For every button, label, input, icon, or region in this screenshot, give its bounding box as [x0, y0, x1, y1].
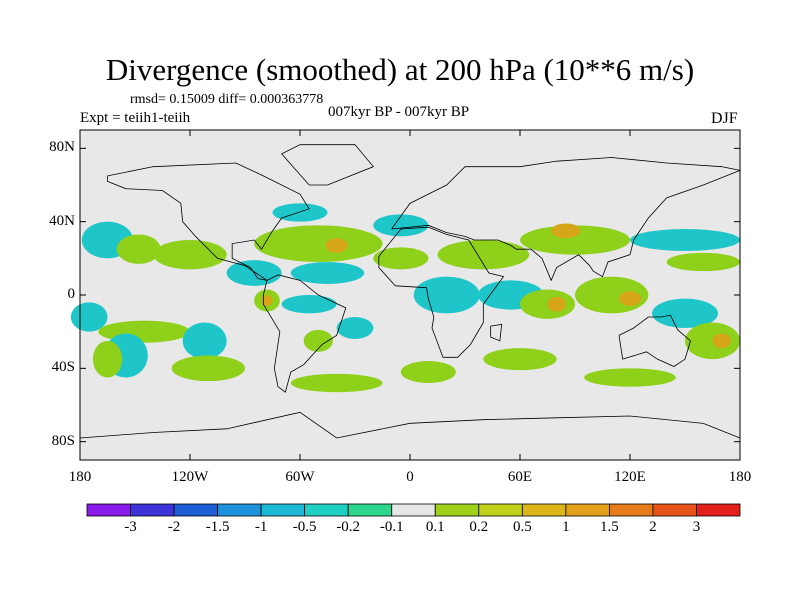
- field-region: [547, 296, 566, 312]
- colorbar-swatch: [304, 503, 349, 517]
- colorbar-swatch: [391, 503, 436, 517]
- colorbar-label: -3: [124, 519, 137, 535]
- lat-tick-label: 0: [67, 286, 76, 302]
- divergence-field: [70, 203, 740, 393]
- field-region: [325, 238, 348, 253]
- field-region: [116, 234, 161, 264]
- field-region: [70, 302, 108, 332]
- field-region: [261, 295, 273, 306]
- field-region: [437, 240, 530, 270]
- colorbar-swatch: [652, 503, 697, 517]
- coastline: [107, 162, 310, 281]
- lat-tick-label: 80S: [51, 432, 75, 449]
- field-region: [483, 348, 557, 371]
- field-region: [373, 214, 429, 237]
- colorbar-swatch: [478, 503, 523, 517]
- coastline: [79, 411, 741, 439]
- colorbar-label: -1: [254, 519, 268, 535]
- colorbar: [86, 503, 741, 517]
- stats-text: rmsd= 0.15009 diff= 0.000363778: [130, 92, 324, 107]
- colorbar-swatch: [434, 503, 480, 517]
- coastline: [391, 157, 742, 282]
- field-region: [413, 276, 480, 314]
- field-region: [619, 291, 641, 306]
- field-region: [281, 295, 337, 314]
- colorbar-label: -0.1: [379, 519, 404, 535]
- lon-tick-label: 60W: [285, 469, 315, 485]
- colorbar-swatch: [696, 503, 741, 517]
- colorbar-swatch: [86, 503, 131, 517]
- colorbar-swatch: [609, 503, 654, 517]
- field-region: [92, 340, 123, 378]
- colorbar-swatch: [173, 503, 218, 517]
- colorbar-swatch: [260, 503, 306, 517]
- field-region: [303, 329, 334, 352]
- colorbar-label: 1.5: [600, 519, 619, 535]
- field-region: [584, 368, 676, 387]
- field-region: [630, 229, 740, 251]
- field-region: [666, 252, 740, 272]
- lon-tick-label: 180: [68, 469, 92, 485]
- lon-tick-label: 180: [728, 469, 752, 485]
- map-plot: [70, 129, 742, 461]
- colorbar-swatch: [521, 503, 567, 517]
- lon-tick-label: 0: [406, 469, 414, 485]
- colorbar-swatch: [565, 503, 610, 517]
- coastline: [262, 274, 347, 393]
- field-region: [652, 298, 718, 329]
- field-region: [182, 322, 227, 360]
- colorbar-swatch: [347, 503, 393, 517]
- colorbar-label: -1.5: [205, 519, 230, 535]
- period-label: 007kyr BP - 007kyr BP: [328, 104, 470, 120]
- experiment-label: Expt = teiih1-teiih: [80, 110, 191, 126]
- field-region: [171, 355, 245, 382]
- field-region: [373, 247, 429, 270]
- lat-tick-label: 40N: [49, 212, 75, 229]
- colorbar-label: -0.5: [292, 519, 317, 535]
- colorbar-label: -2: [167, 519, 181, 535]
- field-region: [272, 203, 328, 222]
- field-region: [712, 333, 731, 349]
- colorbar-label: 1: [562, 519, 570, 535]
- axis-ticks: [79, 130, 741, 460]
- coastline: [618, 314, 691, 367]
- colorbar-label: 0.1: [425, 519, 445, 535]
- season-label: DJF: [711, 110, 738, 127]
- lon-tick-label: 60E: [507, 469, 533, 485]
- field-region: [290, 373, 383, 393]
- field-region: [336, 317, 374, 339]
- plot-title: Divergence (smoothed) at 200 hPa (10**6 …: [105, 52, 695, 87]
- colorbar-label: 0.2: [469, 519, 489, 535]
- field-region: [551, 223, 581, 239]
- colorbar-label: 2: [649, 519, 657, 535]
- field-region: [685, 322, 740, 360]
- field-region: [290, 262, 365, 284]
- field-region: [520, 289, 575, 319]
- field-region: [400, 361, 456, 383]
- lat-tick-label: 40S: [51, 359, 75, 376]
- colorbar-swatch: [217, 503, 262, 517]
- coastlines: [79, 144, 742, 439]
- lat-tick-label: 80N: [49, 139, 75, 156]
- lon-tick-label: 120E: [614, 469, 646, 485]
- lon-tick-label: 120W: [171, 469, 209, 485]
- field-region: [520, 225, 630, 255]
- colorbar-label: 0.5: [512, 519, 532, 535]
- field-region: [254, 225, 383, 262]
- coastline: [281, 144, 374, 186]
- colorbar-swatch: [130, 503, 175, 517]
- colorbar-label: -0.2: [336, 519, 361, 535]
- coastline: [490, 323, 503, 342]
- field-region: [153, 240, 227, 270]
- colorbar-label: 3: [692, 519, 701, 535]
- coastline: [378, 226, 505, 358]
